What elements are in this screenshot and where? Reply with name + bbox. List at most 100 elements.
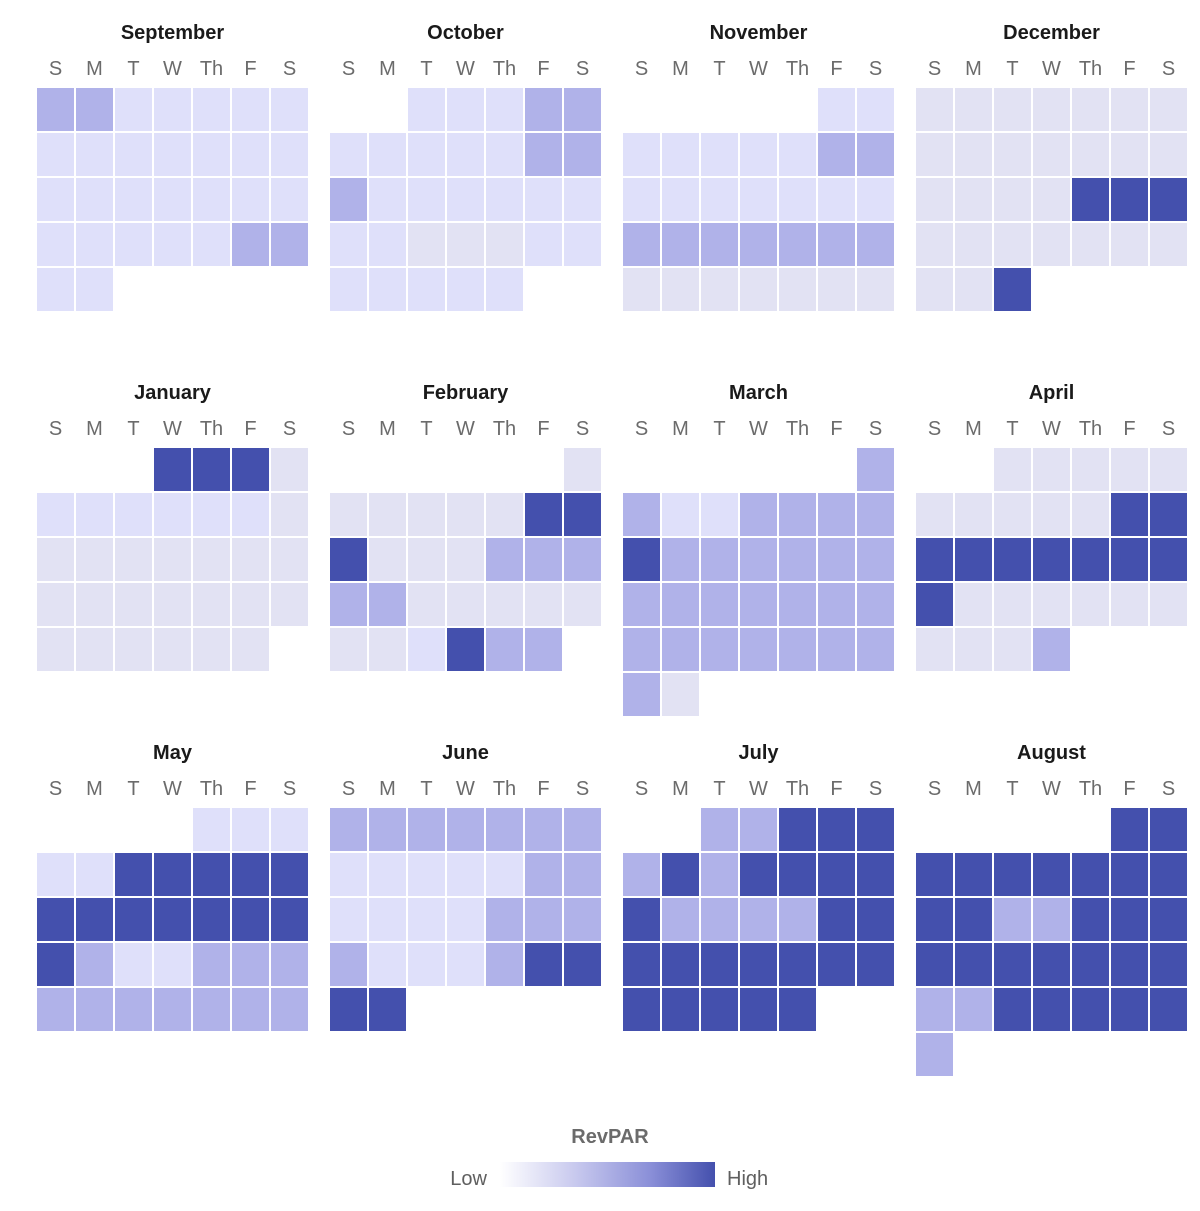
day-cell-march-26 xyxy=(738,626,779,673)
day-cell-october-25 xyxy=(523,221,564,268)
day-cell-august-24 xyxy=(914,986,955,1033)
weekday-label: M xyxy=(672,58,689,80)
day-cell-august-19 xyxy=(992,941,1033,988)
weekday-label: M xyxy=(379,778,396,800)
day-cell-june-12 xyxy=(484,851,525,898)
weekday-label: M xyxy=(965,418,982,440)
weekday-label: T xyxy=(420,778,432,800)
weekday-label: W xyxy=(456,58,475,80)
day-cell-august-15 xyxy=(1109,896,1150,943)
day-cell-april-2 xyxy=(1031,446,1072,493)
day-cell-july-16 xyxy=(738,896,779,943)
day-cell-august-12 xyxy=(992,896,1033,943)
weekday-label: S xyxy=(283,778,296,800)
day-cell-october-5 xyxy=(562,86,603,133)
day-cell-april-7 xyxy=(953,491,994,538)
day-cell-october-1 xyxy=(406,86,447,133)
day-cell-july-25 xyxy=(816,941,857,988)
day-cell-november-4 xyxy=(660,131,701,178)
day-cell-july-31 xyxy=(777,986,818,1033)
day-cell-october-6 xyxy=(328,131,369,178)
day-cell-march-23 xyxy=(621,626,662,673)
day-cell-september-28 xyxy=(269,221,310,268)
weekday-label: W xyxy=(749,418,768,440)
weekday-label: T xyxy=(420,58,432,80)
month-title-january: January xyxy=(134,382,212,404)
day-cell-september-6 xyxy=(230,86,271,133)
day-cell-april-3 xyxy=(1070,446,1111,493)
day-cell-march-12 xyxy=(738,536,779,583)
weekday-label: S xyxy=(576,58,589,80)
day-cell-april-24 xyxy=(1070,581,1111,628)
month-august: August S M T W Th F S xyxy=(914,742,1189,1078)
day-cell-february-28 xyxy=(523,626,564,673)
day-cell-april-17 xyxy=(1070,536,1111,583)
day-cell-november-14 xyxy=(777,176,818,223)
day-cell-may-5 xyxy=(74,851,115,898)
day-cell-october-22 xyxy=(406,221,447,268)
day-cell-august-26 xyxy=(992,986,1033,1033)
day-cell-october-2 xyxy=(445,86,486,133)
day-cell-january-8 xyxy=(152,491,193,538)
day-cell-july-30 xyxy=(738,986,779,1033)
day-cell-february-1 xyxy=(562,446,603,493)
day-cell-march-25 xyxy=(699,626,740,673)
day-cell-june-8 xyxy=(328,851,369,898)
day-cell-may-12 xyxy=(74,896,115,943)
weekday-label: S xyxy=(342,58,355,80)
day-cell-march-13 xyxy=(777,536,818,583)
day-cell-october-16 xyxy=(445,176,486,223)
weekday-label: W xyxy=(1042,778,1061,800)
day-cell-march-4 xyxy=(699,491,740,538)
day-cell-january-2 xyxy=(191,446,232,493)
weekday-label: Th xyxy=(786,778,809,800)
day-cell-february-2 xyxy=(328,491,369,538)
day-cell-february-6 xyxy=(484,491,525,538)
day-cell-april-16 xyxy=(1031,536,1072,583)
weekday-label: T xyxy=(127,58,139,80)
month-may: May S M T W Th F S xyxy=(35,742,310,1033)
day-cell-january-28 xyxy=(113,626,154,673)
day-cell-january-17 xyxy=(230,536,271,583)
weekday-label: F xyxy=(244,778,256,800)
weekday-label: F xyxy=(1123,778,1135,800)
weekday-label: Th xyxy=(200,778,223,800)
weekday-label: T xyxy=(713,58,725,80)
day-cell-june-17 xyxy=(406,896,447,943)
day-cell-december-12 xyxy=(1070,131,1111,178)
day-cell-july-26 xyxy=(855,941,896,988)
day-cell-april-29 xyxy=(992,626,1033,673)
day-cell-september-14 xyxy=(269,131,310,178)
day-cell-june-29 xyxy=(328,986,369,1033)
day-cell-september-8 xyxy=(35,131,76,178)
day-cell-december-24 xyxy=(992,221,1033,268)
day-cell-may-16 xyxy=(230,896,271,943)
day-cell-february-21 xyxy=(523,581,564,628)
day-cell-november-22 xyxy=(816,221,857,268)
day-cell-december-5 xyxy=(1070,86,1111,133)
day-cell-february-25 xyxy=(406,626,447,673)
weekday-label: S xyxy=(576,418,589,440)
day-cell-june-22 xyxy=(328,941,369,988)
day-cell-august-8 xyxy=(1109,851,1150,898)
day-cell-april-13 xyxy=(914,536,955,583)
day-cell-september-19 xyxy=(191,176,232,223)
day-cell-june-21 xyxy=(562,896,603,943)
day-cell-december-20 xyxy=(1109,176,1150,223)
day-cell-march-6 xyxy=(777,491,818,538)
day-cell-november-23 xyxy=(855,221,896,268)
day-cell-may-6 xyxy=(113,851,154,898)
day-cell-february-7 xyxy=(523,491,564,538)
day-cell-june-24 xyxy=(406,941,447,988)
weekday-label: T xyxy=(1006,418,1018,440)
day-cell-december-4 xyxy=(1031,86,1072,133)
month-november: November S M T W Th F S xyxy=(621,22,896,313)
day-cell-november-16 xyxy=(855,176,896,223)
weekday-label: S xyxy=(49,778,62,800)
day-cell-october-24 xyxy=(484,221,525,268)
day-cell-march-5 xyxy=(738,491,779,538)
day-cell-july-3 xyxy=(777,806,818,853)
day-cell-december-22 xyxy=(914,221,955,268)
day-cell-february-10 xyxy=(367,536,408,583)
weekday-label: M xyxy=(86,418,103,440)
